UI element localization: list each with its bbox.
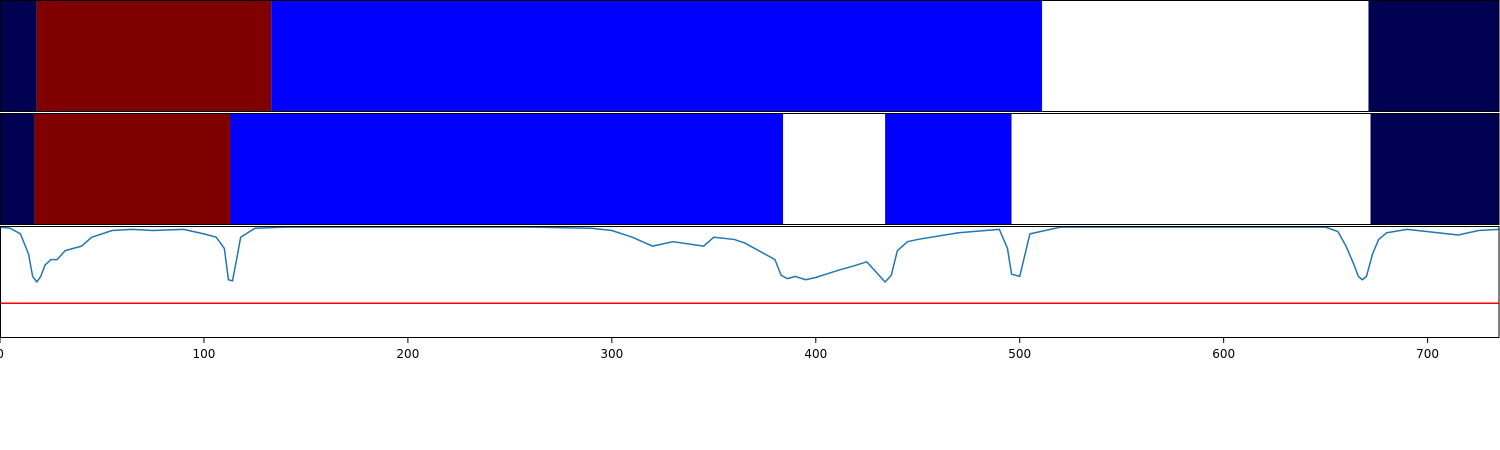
x-tick-label-0: 0 xyxy=(0,347,4,361)
x-tick-label-300: 300 xyxy=(600,347,623,361)
label-track-1 xyxy=(0,0,1499,112)
x-tick-label-200: 200 xyxy=(396,347,419,361)
x-tick-label-100: 100 xyxy=(192,347,215,361)
segment-2-6 xyxy=(1011,113,1371,225)
panel-frame-3 xyxy=(0,226,1500,338)
segment-1-4 xyxy=(1042,0,1369,112)
segment-1-1 xyxy=(0,0,37,112)
label-track-2 xyxy=(0,113,1499,225)
panel-frame-2 xyxy=(0,113,1500,225)
panel-frames xyxy=(0,0,1500,338)
score-plot xyxy=(0,226,1500,305)
segment-2-2 xyxy=(34,113,231,225)
segment-1-5 xyxy=(1368,0,1499,112)
x-tick-label-700: 700 xyxy=(1416,347,1439,361)
segment-2-4 xyxy=(783,113,886,225)
segment-2-7 xyxy=(1370,113,1499,225)
x-tick-label-400: 400 xyxy=(804,347,827,361)
segment-1-3 xyxy=(271,0,1043,112)
segment-2-3 xyxy=(230,113,784,225)
score-line xyxy=(0,226,1500,283)
segment-2-5 xyxy=(885,113,1012,225)
x-tick-label-500: 500 xyxy=(1008,347,1031,361)
segment-1-2 xyxy=(36,0,272,112)
x-tick-label-600: 600 xyxy=(1212,347,1235,361)
segment-2-1 xyxy=(0,113,35,225)
x-axis: 0 100 200 300 400 500 600 700 xyxy=(0,338,1439,361)
panel-frame-1 xyxy=(0,0,1500,112)
